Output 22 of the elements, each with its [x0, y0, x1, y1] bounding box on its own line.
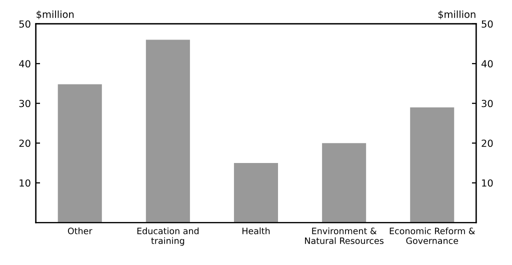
bar	[322, 143, 366, 223]
y2-tick-label: 30	[482, 100, 493, 108]
y-axis-title: $million	[36, 10, 74, 20]
bar	[146, 40, 190, 223]
y-tick-label: 20	[19, 140, 30, 147]
x-tick-label: Health	[242, 227, 270, 234]
x-tick-label: Economic Reform & Governance	[390, 227, 475, 244]
x-tick-label: Environment & Natural Resources	[305, 227, 384, 244]
y2-axis-title: $million	[438, 10, 476, 20]
y2-tick-label: 40	[481, 60, 493, 68]
bar	[234, 162, 278, 223]
bar	[410, 107, 454, 223]
y2-tick-label: 10	[482, 179, 493, 187]
y2-tick-label: 50	[482, 20, 493, 28]
y-tick-label: 10	[20, 179, 30, 187]
bar	[58, 84, 102, 223]
y-tick-label: 30	[19, 100, 30, 108]
x-tick-label: Education and training	[137, 227, 199, 246]
y-tick-label: 50	[19, 20, 30, 28]
y-tick-label: 40	[19, 60, 30, 68]
y2-tick-label: 20	[482, 140, 493, 147]
x-tick-label: Other	[68, 227, 92, 234]
